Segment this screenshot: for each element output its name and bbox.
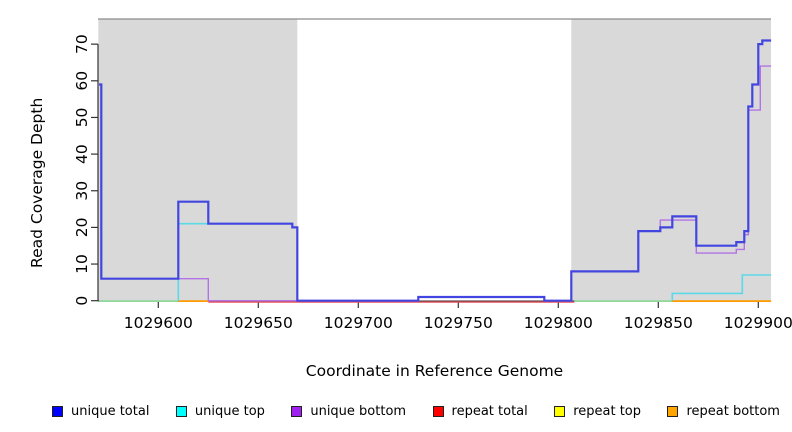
legend-swatch xyxy=(52,405,63,417)
series-line-unique-top xyxy=(671,274,772,301)
legend-label: repeat total xyxy=(451,403,528,419)
y-tick-label: 0 xyxy=(73,296,91,306)
legend-label: unique bottom xyxy=(310,403,407,419)
x-tick-label: 1029800 xyxy=(524,314,593,332)
x-tick-label: 1029650 xyxy=(224,314,293,332)
legend-item: repeat top xyxy=(554,404,641,419)
legend-item: unique top xyxy=(175,403,265,419)
legend-label: repeat bottom xyxy=(686,403,780,419)
y-tick-label: 10 xyxy=(73,254,91,274)
legend-label: unique top xyxy=(194,403,265,419)
legend-item: repeat total xyxy=(432,403,528,419)
x-tick-label: 1029600 xyxy=(124,314,193,332)
legend-swatch xyxy=(554,405,566,417)
y-tick-label: 20 xyxy=(73,218,91,238)
series-line-unique-total xyxy=(99,39,772,302)
x-tick-label: 1029700 xyxy=(324,314,393,332)
x-tick-label: 1029900 xyxy=(724,314,792,332)
y-tick-label: 60 xyxy=(73,71,91,91)
x-axis-label: Coordinate in Reference Genome xyxy=(305,362,564,380)
y-tick-label: 50 xyxy=(73,108,91,128)
legend-item: repeat bottom xyxy=(667,404,780,419)
x-tick-label: 1029850 xyxy=(624,314,693,332)
y-tick-label: 40 xyxy=(73,144,91,164)
legend: unique total unique top unique bottom repea… xyxy=(52,399,780,423)
shaded-repeat-region xyxy=(98,19,298,301)
legend-label: unique total xyxy=(71,403,150,419)
y-tick-label: 30 xyxy=(73,181,91,201)
legend-label: repeat top xyxy=(573,403,641,419)
legend-swatch xyxy=(291,405,303,417)
x-tick-label: 1029750 xyxy=(424,314,493,332)
shaded-repeat-region xyxy=(571,19,771,301)
legend-item: unique bottom xyxy=(291,404,406,419)
y-axis-label: Read Coverage Depth xyxy=(28,97,46,268)
legend-item: unique total xyxy=(52,404,149,419)
legend-swatch xyxy=(175,405,187,417)
legend-swatch xyxy=(667,405,679,417)
legend-swatch xyxy=(432,405,444,417)
y-tick-label: 70 xyxy=(73,34,91,54)
